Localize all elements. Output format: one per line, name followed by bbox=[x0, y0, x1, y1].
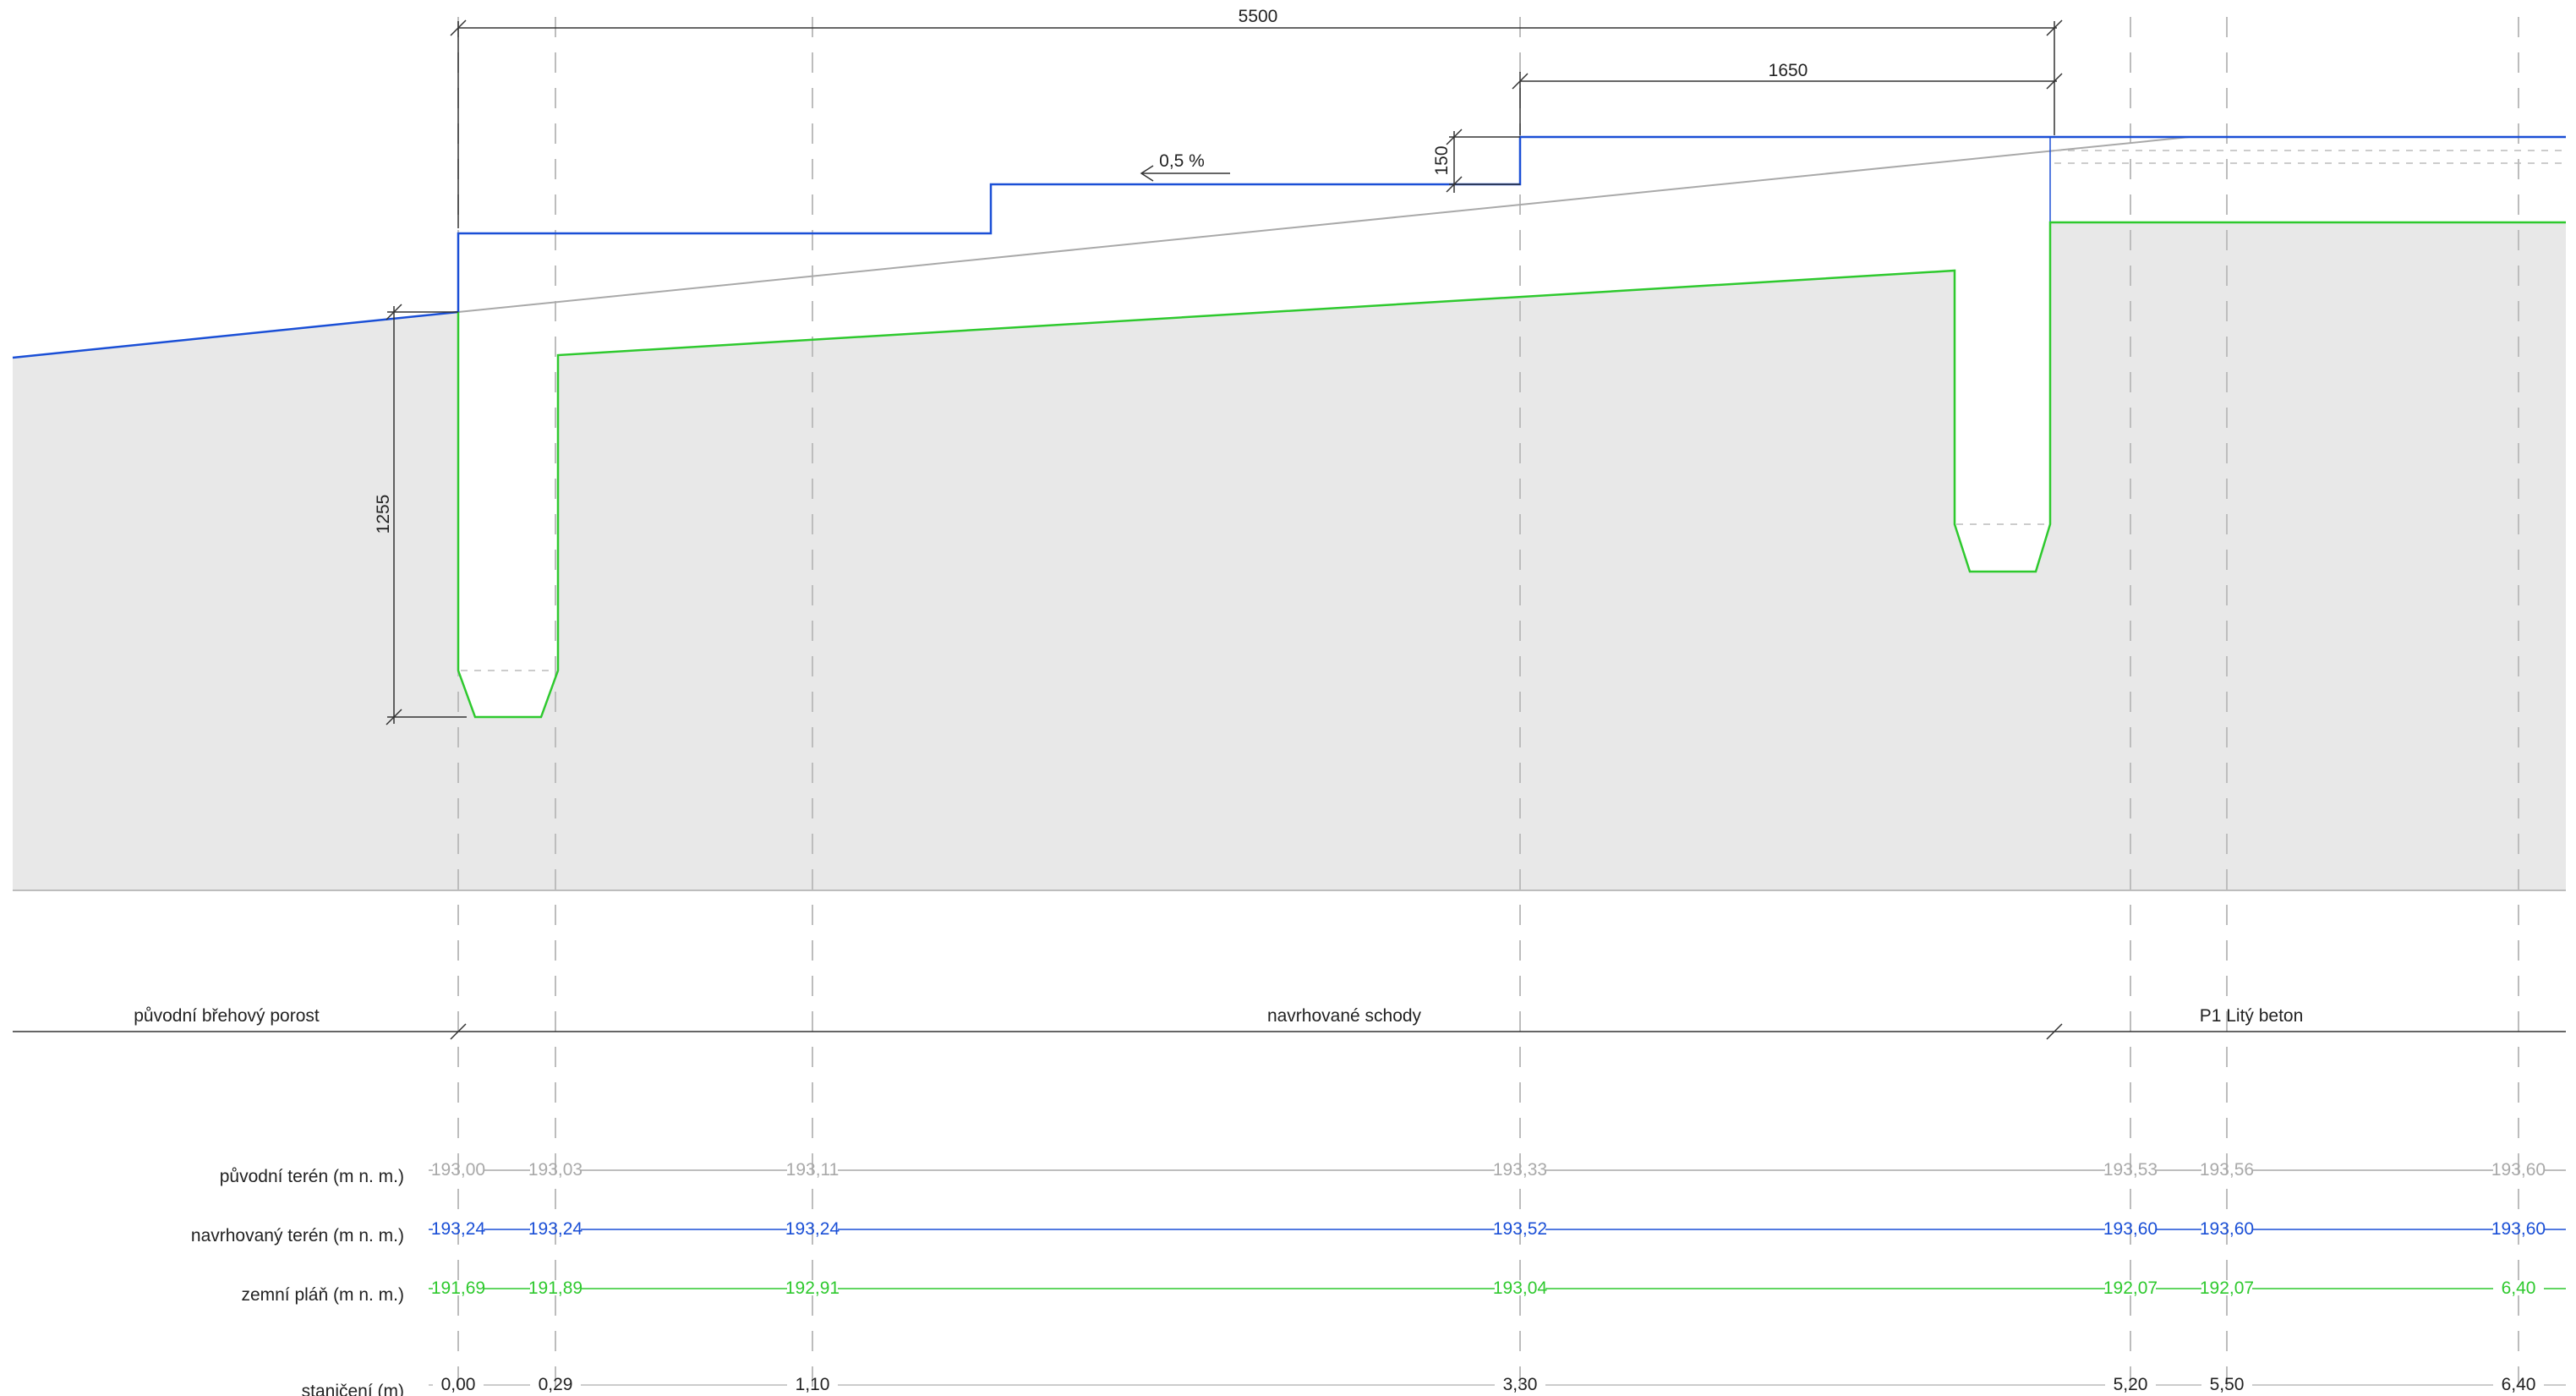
original-terrain-line bbox=[457, 136, 2190, 313]
proposed-terrain-value: 193,60 bbox=[2491, 1219, 2546, 1239]
subgrade-value: 193,04 bbox=[1493, 1278, 1548, 1298]
original-terrain-value: 193,00 bbox=[431, 1160, 485, 1180]
slope-label: 0,5 % bbox=[1159, 151, 1205, 171]
row-label-subgrade: zemní pláň (m n. m.) bbox=[241, 1285, 404, 1305]
subgrade-value: 6,40 bbox=[2502, 1278, 2536, 1298]
elevation-table: 193,00 193,03 193,11 193,33 193,53 193,56 193,… bbox=[429, 1160, 2566, 1394]
station-value: 0,29 bbox=[539, 1375, 573, 1394]
zone-line bbox=[13, 1023, 2566, 1040]
zone-right-label: P1 Litý beton bbox=[2200, 1006, 2304, 1026]
original-terrain-value: 193,03 bbox=[528, 1160, 582, 1180]
station-value: 0,00 bbox=[441, 1375, 476, 1394]
original-terrain-value: 193,33 bbox=[1493, 1160, 1547, 1180]
subgrade-value: 191,89 bbox=[528, 1278, 582, 1298]
proposed-terrain-value: 193,60 bbox=[2200, 1219, 2254, 1239]
station-value: 5,50 bbox=[2210, 1375, 2245, 1394]
subgrade-value: 192,91 bbox=[785, 1278, 840, 1298]
station-value: 1,10 bbox=[796, 1375, 830, 1394]
proposed-terrain-line bbox=[12, 135, 2566, 359]
subgrade-value: 191,69 bbox=[431, 1278, 485, 1298]
subgrade-value: 192,07 bbox=[2103, 1278, 2158, 1298]
proposed-terrain-value: 193,52 bbox=[1493, 1219, 1547, 1239]
zone-middle-label: navrhované schody bbox=[1267, 1006, 1422, 1026]
original-terrain-value: 193,56 bbox=[2200, 1160, 2254, 1180]
proposed-terrain-value: 193,24 bbox=[528, 1219, 583, 1239]
original-terrain-value: 193,60 bbox=[2491, 1160, 2546, 1180]
original-terrain-value: 193,53 bbox=[2103, 1160, 2158, 1180]
soil-area bbox=[13, 222, 2566, 890]
subgrade-value: 192,07 bbox=[2200, 1278, 2254, 1298]
proposed-terrain-value: 193,60 bbox=[2103, 1219, 2158, 1239]
row-label-original: původní terén (m n. m.) bbox=[220, 1167, 404, 1186]
proposed-terrain-value: 193,24 bbox=[785, 1219, 840, 1239]
station-value: 3,30 bbox=[1503, 1375, 1538, 1394]
hidden-edges bbox=[461, 150, 2566, 671]
dimension-lines bbox=[386, 19, 2063, 725]
station-value: 5,20 bbox=[2114, 1375, 2148, 1394]
row-label-station: staničení (m) bbox=[302, 1382, 404, 1396]
dimension-total-width: 5500 bbox=[1239, 7, 1278, 26]
dimension-upper-step: 1650 bbox=[1769, 61, 1808, 80]
dimension-trench-depth: 1255 bbox=[374, 495, 393, 534]
row-label-proposed: navrhovaný terén (m n. m.) bbox=[191, 1226, 404, 1245]
subgrade-line bbox=[457, 221, 2566, 719]
zone-left-label: původní břehový porost bbox=[134, 1006, 320, 1026]
station-value: 6,40 bbox=[2502, 1375, 2536, 1394]
proposed-terrain-value: 193,24 bbox=[431, 1219, 486, 1239]
dimension-step-height: 150 bbox=[1432, 145, 1452, 175]
original-terrain-value: 193,11 bbox=[786, 1160, 840, 1180]
